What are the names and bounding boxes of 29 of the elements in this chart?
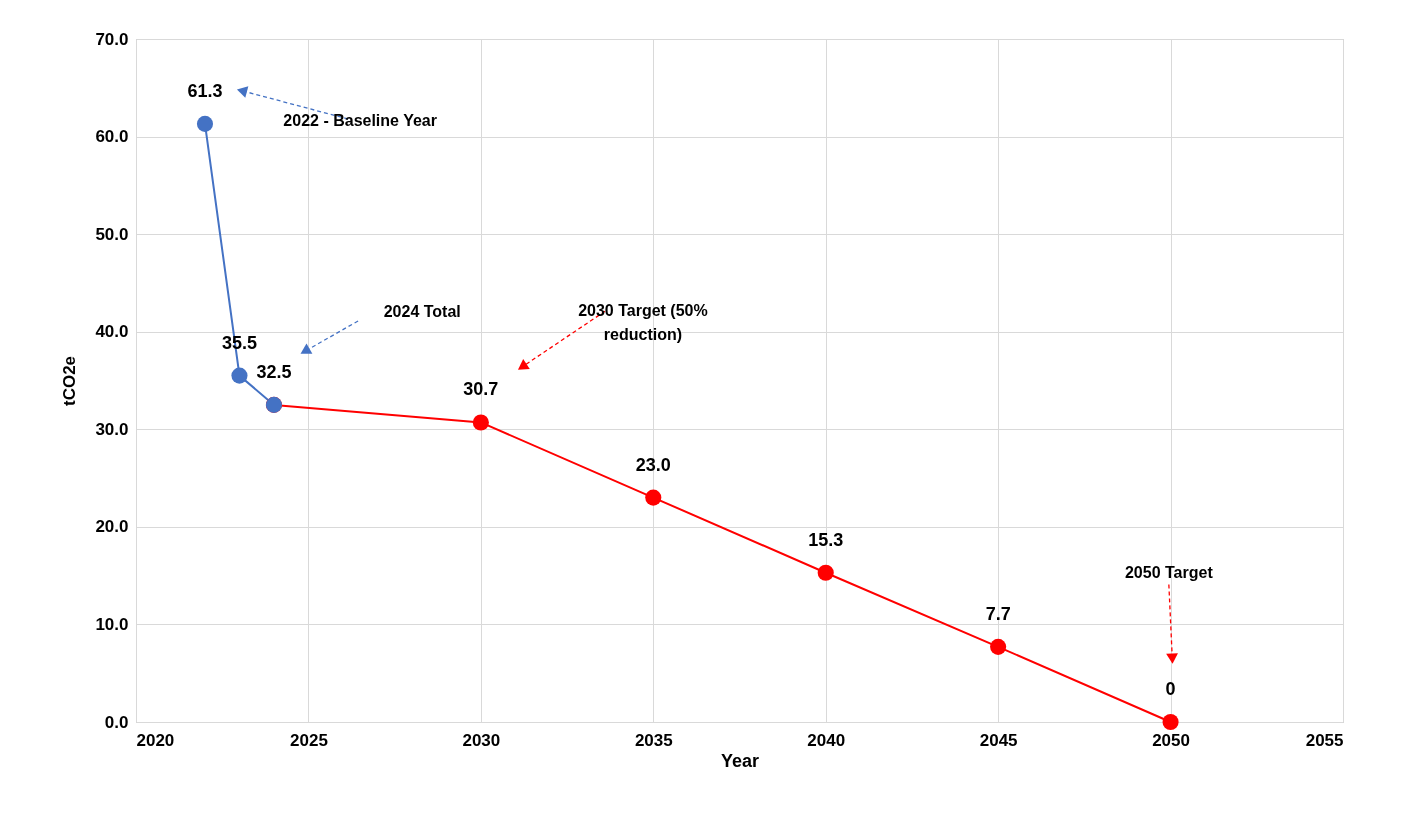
- data-label: 0: [1165, 679, 1176, 699]
- y-tick-label: 10.0: [95, 614, 129, 634]
- annotation: 2022 - Baseline Year: [283, 111, 437, 129]
- x-tick-label: 2055: [1305, 730, 1344, 750]
- annotation: 2050 Target: [1124, 563, 1214, 581]
- y-tick-label: 0.0: [104, 712, 129, 732]
- x-tick-label: 2020: [136, 730, 175, 750]
- data-label: 32.5: [256, 361, 292, 382]
- y-tick-label: 70.0: [95, 29, 129, 49]
- data-label: 7.7: [985, 603, 1011, 624]
- x-tick-label: 2025: [290, 730, 328, 750]
- x-axis-title: Year: [720, 750, 760, 771]
- x-tick-label: 2045: [979, 730, 1018, 750]
- x-tick-label: 2030: [462, 730, 501, 750]
- annotation: 2024 Total: [383, 303, 461, 321]
- x-tick-label: 2050: [1152, 730, 1190, 750]
- y-tick-label: 40.0: [95, 322, 129, 342]
- x-tick-label: 2035: [634, 730, 673, 750]
- y-axis-title: tCO2e: [60, 355, 80, 407]
- y-tick-label: 20.0: [95, 517, 129, 537]
- y-tick-label: 30.0: [95, 419, 129, 439]
- data-label: 23.0: [635, 454, 671, 475]
- annotation: 2030 Target (50% reduction): [578, 302, 708, 344]
- data-label: 30.7: [463, 379, 499, 400]
- data-label: 15.3: [808, 529, 844, 550]
- x-tick-label: 2040: [807, 730, 846, 750]
- data-label: 61.3: [187, 80, 223, 101]
- y-tick-label: 60.0: [95, 127, 129, 147]
- y-tick-label: 50.0: [95, 224, 129, 244]
